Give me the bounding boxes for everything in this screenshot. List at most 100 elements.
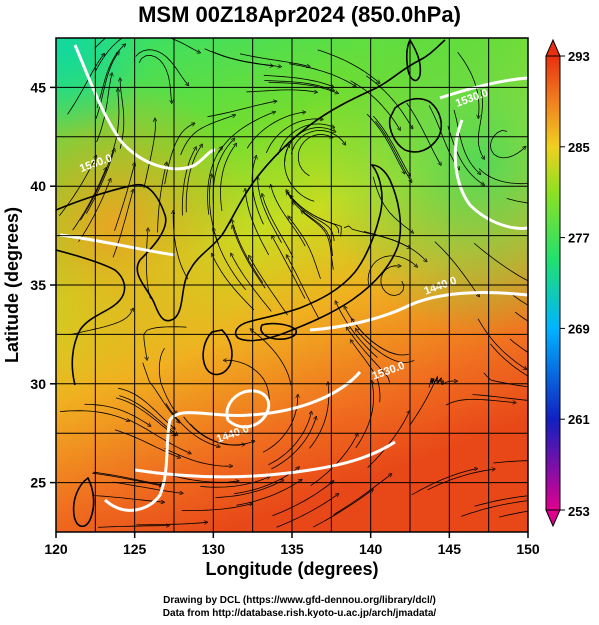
streamline xyxy=(185,145,202,213)
streamline xyxy=(409,375,442,425)
streamline xyxy=(220,144,236,211)
streamline xyxy=(489,129,525,159)
streamline xyxy=(232,221,264,284)
streamline xyxy=(297,134,332,177)
streamline xyxy=(345,307,395,355)
streamline xyxy=(240,53,309,67)
streamline xyxy=(268,412,311,466)
streamline xyxy=(317,49,379,83)
x-tick-label: 135 xyxy=(280,541,304,557)
streamline xyxy=(265,119,322,154)
streamline xyxy=(115,397,175,435)
colorbar-tick-label: 277 xyxy=(568,231,590,246)
streamline xyxy=(183,416,244,446)
streamline xyxy=(262,195,294,258)
streamline xyxy=(473,242,528,282)
streamline xyxy=(289,63,355,86)
streamline xyxy=(310,434,358,486)
streamline xyxy=(92,472,161,485)
x-axis-label: Longitude (degrees) xyxy=(205,559,378,579)
streamline xyxy=(445,398,515,406)
streamline xyxy=(457,52,479,117)
y-tick-label: 25 xyxy=(30,475,46,491)
streamline xyxy=(112,190,133,258)
streamline xyxy=(146,229,151,299)
x-tick-label: 120 xyxy=(44,541,68,557)
streamline xyxy=(96,74,112,143)
streamline xyxy=(271,186,306,247)
streamline xyxy=(406,102,441,164)
colorbar-min-arrow xyxy=(545,509,561,528)
streamline xyxy=(98,526,168,528)
streamline xyxy=(276,494,338,528)
streamline xyxy=(372,176,412,233)
streamline xyxy=(181,148,196,216)
colorbar-tick-label: 285 xyxy=(568,140,590,155)
streamline xyxy=(461,500,528,517)
streamline xyxy=(271,418,316,470)
streamline xyxy=(428,105,459,169)
x-tick-label: 150 xyxy=(516,541,540,557)
streamline xyxy=(211,51,280,67)
y-axis-ticks: 25 30 35 40 45 xyxy=(30,79,56,491)
streamline xyxy=(233,227,266,289)
y-tick-label: 40 xyxy=(30,178,46,194)
streamline xyxy=(95,53,118,119)
streamline xyxy=(128,419,191,453)
streamline xyxy=(263,74,333,86)
streamline xyxy=(372,115,410,175)
streamline xyxy=(143,119,156,189)
streamline xyxy=(351,341,381,403)
x-axis-ticks: 120 125 130 135 140 145 150 xyxy=(44,532,540,557)
streamline xyxy=(142,362,179,422)
graticule xyxy=(56,38,528,532)
credit-line-drawing: Drawing by DCL (https://www.gfd-dennou.o… xyxy=(163,595,436,606)
x-tick-label: 145 xyxy=(438,541,462,557)
streamline xyxy=(138,54,172,102)
streamline xyxy=(94,38,107,49)
x-tick-label: 130 xyxy=(202,541,226,557)
streamline xyxy=(165,403,219,447)
streamline xyxy=(207,148,222,215)
streamline xyxy=(272,481,333,517)
streamline xyxy=(366,113,404,173)
streamline xyxy=(258,178,282,243)
streamline xyxy=(180,115,235,156)
streamline xyxy=(231,254,272,312)
colorbar: 293 285 277 269 261 253 xyxy=(545,38,590,528)
streamline xyxy=(84,403,150,425)
streamline xyxy=(272,237,306,299)
streamline xyxy=(110,90,119,159)
y-tick-label: 30 xyxy=(30,376,46,392)
colorbar-scale xyxy=(545,55,561,511)
streamline xyxy=(213,229,247,291)
y-tick-label: 35 xyxy=(30,277,46,293)
colorbar-tick-label: 261 xyxy=(568,412,590,427)
streamline xyxy=(143,326,187,359)
streamline xyxy=(249,256,288,316)
streamline xyxy=(514,311,528,322)
streamline xyxy=(93,495,164,503)
streamline xyxy=(506,198,528,204)
streamline xyxy=(157,163,167,233)
streamline xyxy=(333,474,391,515)
streamline xyxy=(477,318,526,369)
streamline xyxy=(493,460,528,464)
streamline xyxy=(264,80,333,91)
streamline xyxy=(218,112,275,153)
x-tick-label: 140 xyxy=(359,541,383,557)
streamline xyxy=(164,447,232,466)
streamline xyxy=(367,412,410,468)
streamline xyxy=(173,212,189,280)
streamline xyxy=(499,510,528,518)
streamline xyxy=(453,109,480,174)
credits: Drawing by DCL (https://www.gfd-dennou.o… xyxy=(0,594,599,620)
streamline xyxy=(380,266,405,297)
streamline xyxy=(251,330,292,386)
streamline xyxy=(207,101,276,118)
streamline xyxy=(477,89,483,159)
streamline xyxy=(118,387,174,428)
streamline xyxy=(133,38,200,53)
x-tick-label: 125 xyxy=(123,541,147,557)
